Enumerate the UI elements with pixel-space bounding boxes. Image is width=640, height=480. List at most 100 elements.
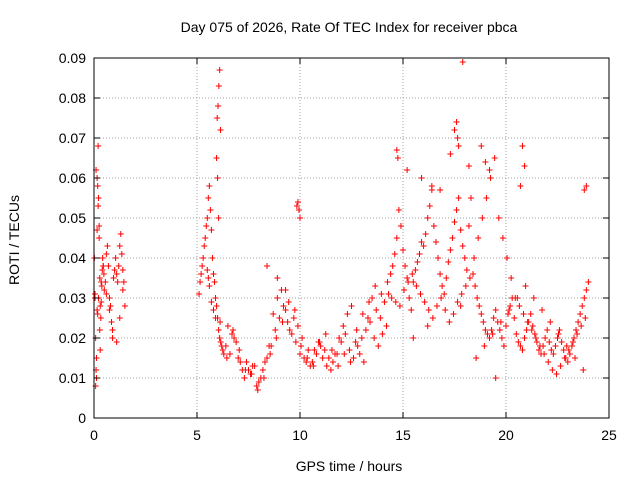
data-point bbox=[473, 355, 480, 361]
data-point bbox=[429, 315, 436, 321]
plot-frame bbox=[93, 57, 610, 419]
data-point bbox=[233, 339, 240, 345]
data-point bbox=[211, 279, 218, 285]
data-point bbox=[350, 355, 357, 361]
data-point bbox=[95, 143, 102, 149]
data-point bbox=[536, 343, 543, 349]
data-point bbox=[206, 283, 213, 289]
data-point bbox=[97, 315, 104, 321]
data-point bbox=[529, 323, 536, 329]
data-point bbox=[291, 307, 298, 313]
y-tick-label: 0.08 bbox=[59, 90, 86, 106]
data-point bbox=[451, 127, 458, 133]
data-point bbox=[409, 271, 416, 277]
data-point bbox=[215, 83, 222, 89]
data-point bbox=[213, 303, 220, 309]
data-point bbox=[471, 255, 478, 261]
data-point bbox=[270, 311, 277, 317]
data-point bbox=[231, 335, 238, 341]
data-point bbox=[560, 347, 567, 353]
data-point bbox=[546, 339, 553, 345]
data-point bbox=[488, 327, 495, 333]
data-point bbox=[528, 327, 535, 333]
data-point bbox=[558, 339, 565, 345]
data-point bbox=[294, 199, 301, 205]
data-point bbox=[198, 271, 205, 277]
data-point bbox=[230, 327, 237, 333]
data-point bbox=[259, 367, 266, 373]
data-point bbox=[336, 335, 343, 341]
data-point bbox=[249, 363, 256, 369]
data-point bbox=[94, 227, 101, 233]
data-point bbox=[432, 239, 439, 245]
data-point bbox=[583, 183, 590, 189]
data-point bbox=[332, 351, 339, 357]
data-point bbox=[342, 331, 349, 337]
data-point bbox=[455, 143, 462, 149]
data-point bbox=[98, 299, 105, 305]
data-point bbox=[418, 239, 425, 245]
data-point bbox=[433, 303, 440, 309]
data-point bbox=[513, 331, 520, 337]
data-point bbox=[531, 331, 538, 337]
data-point bbox=[430, 223, 437, 229]
data-point bbox=[565, 347, 572, 353]
data-point bbox=[446, 319, 453, 325]
data-point bbox=[542, 335, 549, 341]
data-point bbox=[108, 319, 115, 325]
data-point bbox=[511, 315, 518, 321]
data-point bbox=[426, 203, 433, 209]
data-point bbox=[384, 279, 391, 285]
data-point bbox=[237, 359, 244, 365]
data-point bbox=[443, 275, 450, 281]
data-point bbox=[394, 155, 401, 161]
data-point bbox=[475, 235, 482, 241]
data-point bbox=[554, 335, 561, 341]
data-point bbox=[373, 307, 380, 313]
data-point bbox=[383, 323, 390, 329]
data-point bbox=[498, 335, 505, 341]
data-point bbox=[229, 331, 236, 337]
data-point bbox=[451, 219, 458, 225]
data-point bbox=[548, 347, 555, 353]
data-point bbox=[561, 355, 568, 361]
data-point bbox=[564, 359, 571, 365]
data-point bbox=[295, 207, 302, 213]
data-point bbox=[116, 315, 123, 321]
data-point bbox=[425, 307, 432, 313]
y-tick-label: 0.09 bbox=[59, 50, 86, 66]
data-point bbox=[454, 135, 461, 141]
data-point bbox=[378, 291, 385, 297]
data-point bbox=[566, 351, 573, 357]
data-point bbox=[481, 343, 488, 349]
data-point bbox=[99, 267, 106, 273]
data-point bbox=[219, 347, 226, 353]
data-point bbox=[311, 347, 318, 353]
data-point bbox=[424, 323, 431, 329]
data-point bbox=[400, 247, 406, 253]
data-point bbox=[243, 359, 250, 365]
data-point bbox=[369, 295, 376, 301]
data-point bbox=[524, 319, 531, 325]
data-point bbox=[523, 327, 530, 333]
data-point bbox=[438, 295, 445, 301]
data-point bbox=[402, 263, 409, 269]
data-point bbox=[572, 355, 579, 361]
data-point bbox=[391, 251, 398, 257]
data-point bbox=[290, 315, 297, 321]
data-point bbox=[585, 279, 592, 285]
data-point bbox=[210, 307, 217, 313]
data-point bbox=[327, 367, 334, 373]
data-point bbox=[111, 267, 118, 273]
data-point bbox=[264, 355, 271, 361]
data-point bbox=[205, 195, 212, 201]
data-point bbox=[358, 335, 365, 341]
x-tick-label: 0 bbox=[90, 427, 98, 443]
data-point bbox=[535, 347, 542, 353]
data-point bbox=[104, 243, 111, 249]
data-point bbox=[490, 315, 497, 321]
data-point bbox=[516, 303, 523, 309]
data-point bbox=[486, 335, 493, 341]
data-point bbox=[579, 303, 586, 309]
data-point bbox=[322, 331, 329, 337]
